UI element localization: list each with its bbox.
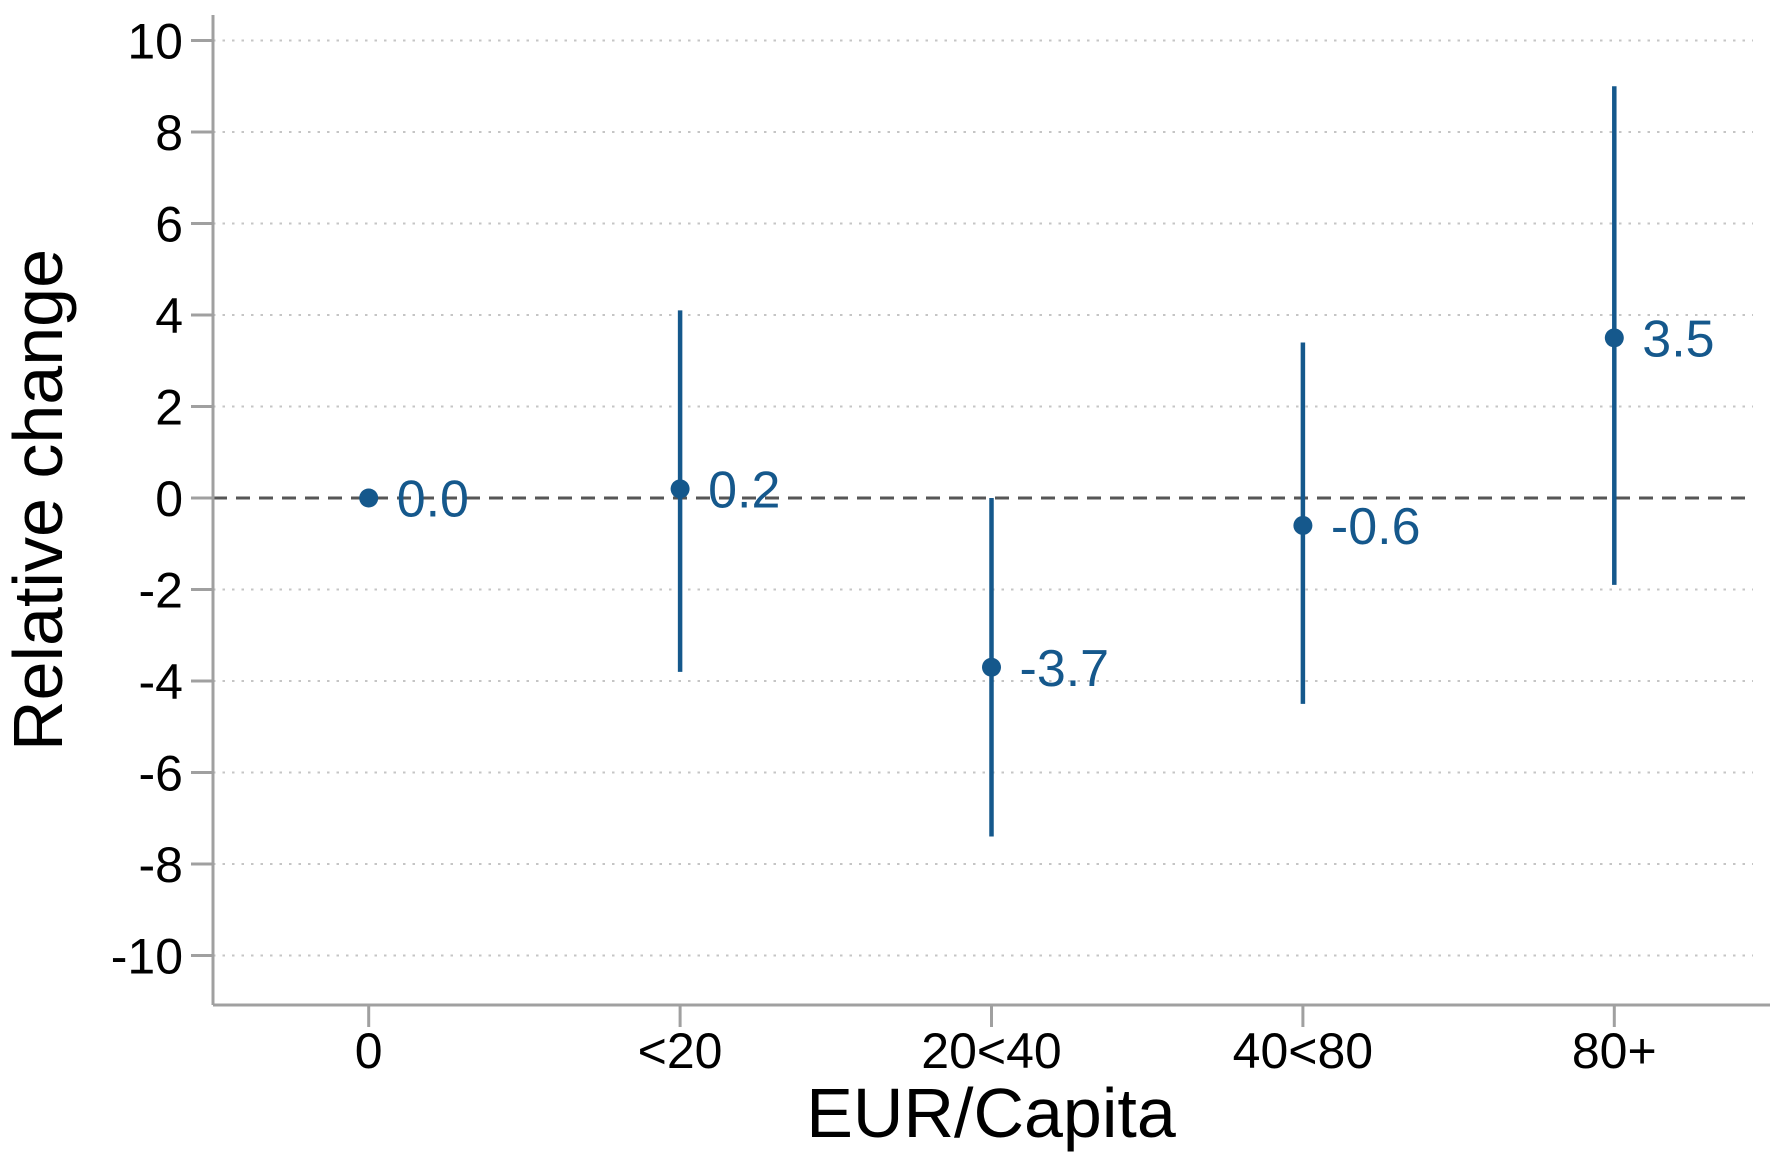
x-tick-label: <20 — [638, 1023, 723, 1079]
data-point — [359, 488, 379, 508]
y-tick-label: 4 — [155, 288, 183, 344]
y-tick-label: 10 — [127, 14, 183, 70]
x-tick-label: 40<80 — [1233, 1023, 1373, 1079]
y-tick-label: 0 — [155, 471, 183, 527]
x-tick-label: 0 — [355, 1023, 383, 1079]
y-tick-label: -6 — [139, 746, 183, 802]
y-ticks: 10 8 6 4 2 0 -2 -4 -6 -8 -10 — [111, 14, 213, 985]
y-tick-label: 8 — [155, 105, 183, 161]
y-axis-title: Relative change — [0, 249, 77, 751]
data-point-label: -3.7 — [1020, 640, 1110, 698]
gridlines — [213, 39, 1753, 957]
y-tick-label: 2 — [155, 380, 183, 436]
x-tick-label: 80+ — [1572, 1023, 1657, 1079]
x-ticks: 0 <20 20<40 40<80 80+ — [355, 1005, 1657, 1079]
y-tick-label: -10 — [111, 929, 183, 985]
data-point-label: 0.2 — [708, 462, 780, 520]
data-point-label: -0.6 — [1331, 498, 1421, 556]
data-point — [1604, 328, 1624, 348]
data-point — [670, 479, 690, 499]
x-tick-label: 20<40 — [921, 1023, 1061, 1079]
data-point — [1293, 515, 1313, 535]
data-point-label: 0.0 — [397, 471, 469, 529]
y-tick-label: -2 — [139, 563, 183, 619]
data-point-label: 3.5 — [1642, 311, 1714, 369]
x-axis-title: EUR/Capita — [806, 1074, 1176, 1152]
y-tick-label: 6 — [155, 197, 183, 253]
y-tick-label: -4 — [139, 654, 183, 710]
data-point — [982, 657, 1001, 677]
y-tick-label: -8 — [139, 837, 183, 893]
data-series: 0.0 0.2 -3.7 -0.6 3.5 — [359, 86, 1715, 837]
